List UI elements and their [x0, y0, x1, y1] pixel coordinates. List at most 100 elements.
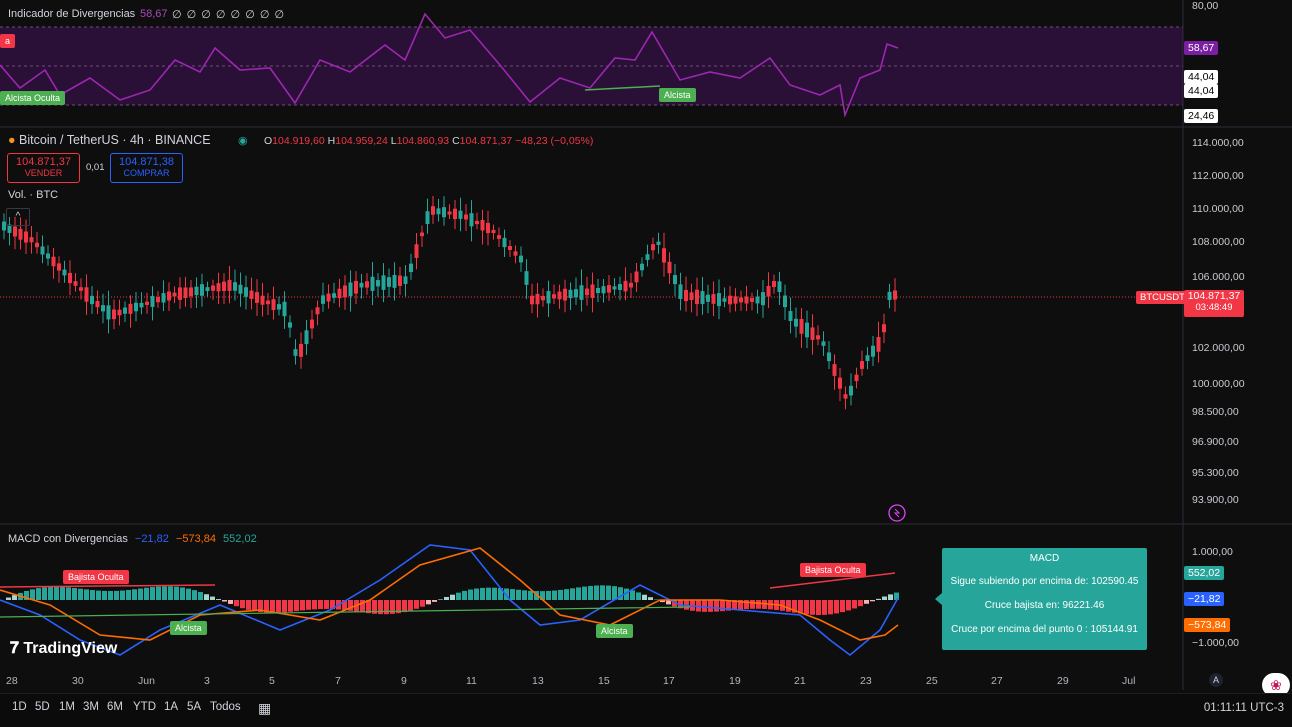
sell-button[interactable]: 104.871,37 VENDER	[7, 153, 80, 183]
signal-tag: −573,84	[1184, 618, 1230, 632]
candle-body	[277, 304, 281, 309]
candle-body	[255, 292, 259, 303]
symbol-title[interactable]: ● Bitcoin / TetherUS · 4h · BINANCE	[8, 133, 211, 147]
candle-body	[74, 281, 78, 286]
candle-body	[376, 280, 380, 286]
candle-body	[305, 330, 309, 344]
macd-histogram-bar	[456, 593, 461, 600]
candle-body	[866, 355, 870, 361]
candle-body	[206, 287, 210, 291]
range-button[interactable]: 5A	[187, 701, 201, 713]
macd-histogram-bar	[876, 599, 881, 600]
candle-body	[90, 296, 94, 304]
candle-body	[651, 244, 655, 250]
macd-histogram-bar	[492, 588, 497, 600]
range-button[interactable]: YTD	[133, 701, 156, 713]
candle-countdown: 03:48:49	[1184, 302, 1244, 313]
time-axis-label: 25	[926, 675, 938, 687]
candle-body	[871, 346, 875, 357]
macd-histogram-bar	[846, 600, 851, 610]
range-button[interactable]: 1M	[59, 701, 75, 713]
macd-histogram-bar	[282, 600, 287, 612]
range-button[interactable]: 3M	[83, 701, 99, 713]
calendar-icon[interactable]: ▦	[258, 700, 271, 717]
macd-histogram-bar	[318, 600, 323, 609]
range-button[interactable]: 1A	[164, 701, 178, 713]
price-axis-label: 96.900,00	[1192, 436, 1239, 448]
candle-body	[772, 281, 776, 287]
macd-histogram-bar	[126, 590, 131, 600]
candle-body	[299, 344, 303, 357]
time-axis-label: 13	[532, 675, 544, 687]
macd-histogram-bar	[588, 586, 593, 600]
macd-histogram-bar	[462, 591, 467, 600]
candle-body	[431, 206, 435, 215]
candle-body	[140, 303, 144, 308]
macd-histogram-bar	[216, 599, 221, 600]
time-axis-label: 9	[401, 675, 407, 687]
candle-body	[244, 287, 248, 297]
macd-histogram-bar	[138, 589, 143, 600]
candle-body	[123, 308, 127, 314]
candle-body	[475, 221, 479, 224]
market-status-icon[interactable]: ◉	[238, 134, 248, 147]
macd-histogram-bar	[246, 600, 251, 610]
volume-label[interactable]: Vol. · BTC	[8, 189, 58, 201]
ohlc-readout: O104.919,60 H104.959,24 L104.860,93 C104…	[264, 135, 593, 147]
macd-histogram-bar	[204, 594, 209, 600]
candle-body	[129, 304, 133, 314]
macd-histogram-bar	[570, 588, 575, 600]
price-axis-label: 100.000,00	[1192, 378, 1245, 390]
time-axis-label: 7	[335, 675, 341, 687]
time-axis-label: 30	[72, 675, 84, 687]
clock-timezone[interactable]: 01:11:11 UTC-3	[1204, 702, 1284, 714]
macd-histogram-bar	[114, 591, 119, 600]
macd-histogram-bar	[186, 589, 191, 600]
range-button[interactable]: 6M	[107, 701, 123, 713]
macd-histogram-bar	[438, 599, 443, 600]
macd-title[interactable]: MACD con Divergencias −21,82 −573,84 552…	[8, 533, 257, 545]
candle-body	[173, 293, 177, 297]
auto-scale-button[interactable]: A	[1209, 673, 1223, 687]
range-button[interactable]: 5D	[35, 701, 50, 713]
candle-body	[13, 226, 17, 236]
time-axis-label: 21	[794, 675, 806, 687]
range-button[interactable]: 1D	[12, 701, 27, 713]
collapse-chevron-icon[interactable]: ^	[6, 208, 30, 226]
candle-body	[233, 282, 237, 291]
buy-button[interactable]: 104.871,38 COMPRAR	[110, 153, 183, 183]
candle-body	[316, 307, 320, 314]
candle-body	[503, 238, 507, 247]
candle-body	[162, 293, 166, 302]
bitcoin-icon: ●	[8, 133, 16, 147]
candle-body	[288, 322, 292, 327]
macd-histogram-bar	[510, 589, 515, 600]
candle-body	[222, 282, 226, 291]
candle-body	[668, 262, 672, 273]
candle-body	[558, 292, 562, 300]
tradingview-logo[interactable]: 𝟕 TradingView	[10, 640, 117, 658]
rsi-level-tag: 44,04	[1184, 84, 1218, 98]
candle-body	[184, 288, 188, 298]
macd-histogram-bar	[804, 600, 809, 614]
ohlc-close: 104.871,37	[460, 135, 513, 147]
time-axis-label: 3	[204, 675, 210, 687]
macd-histogram-bar	[198, 592, 203, 600]
macd-histogram-bar	[426, 600, 431, 604]
candle-body	[492, 230, 496, 233]
candle-body	[525, 271, 529, 285]
candle-body	[393, 275, 397, 288]
rsi-title[interactable]: Indicador de Divergencias	[8, 8, 135, 20]
macd-histogram-bar	[168, 586, 173, 600]
macd-histogram-bar	[276, 600, 281, 613]
range-button[interactable]: Todos	[210, 701, 241, 713]
candle-body	[552, 294, 556, 298]
candle-body	[156, 297, 160, 302]
price-axis-label: 102.000,00	[1192, 342, 1245, 354]
macd-histogram-bar	[324, 600, 329, 609]
macd-histogram-bar	[306, 600, 311, 610]
macd-axis-label: 1.000,00	[1192, 546, 1233, 558]
price-axis-label: 108.000,00	[1192, 236, 1245, 248]
candle-body	[448, 212, 452, 215]
